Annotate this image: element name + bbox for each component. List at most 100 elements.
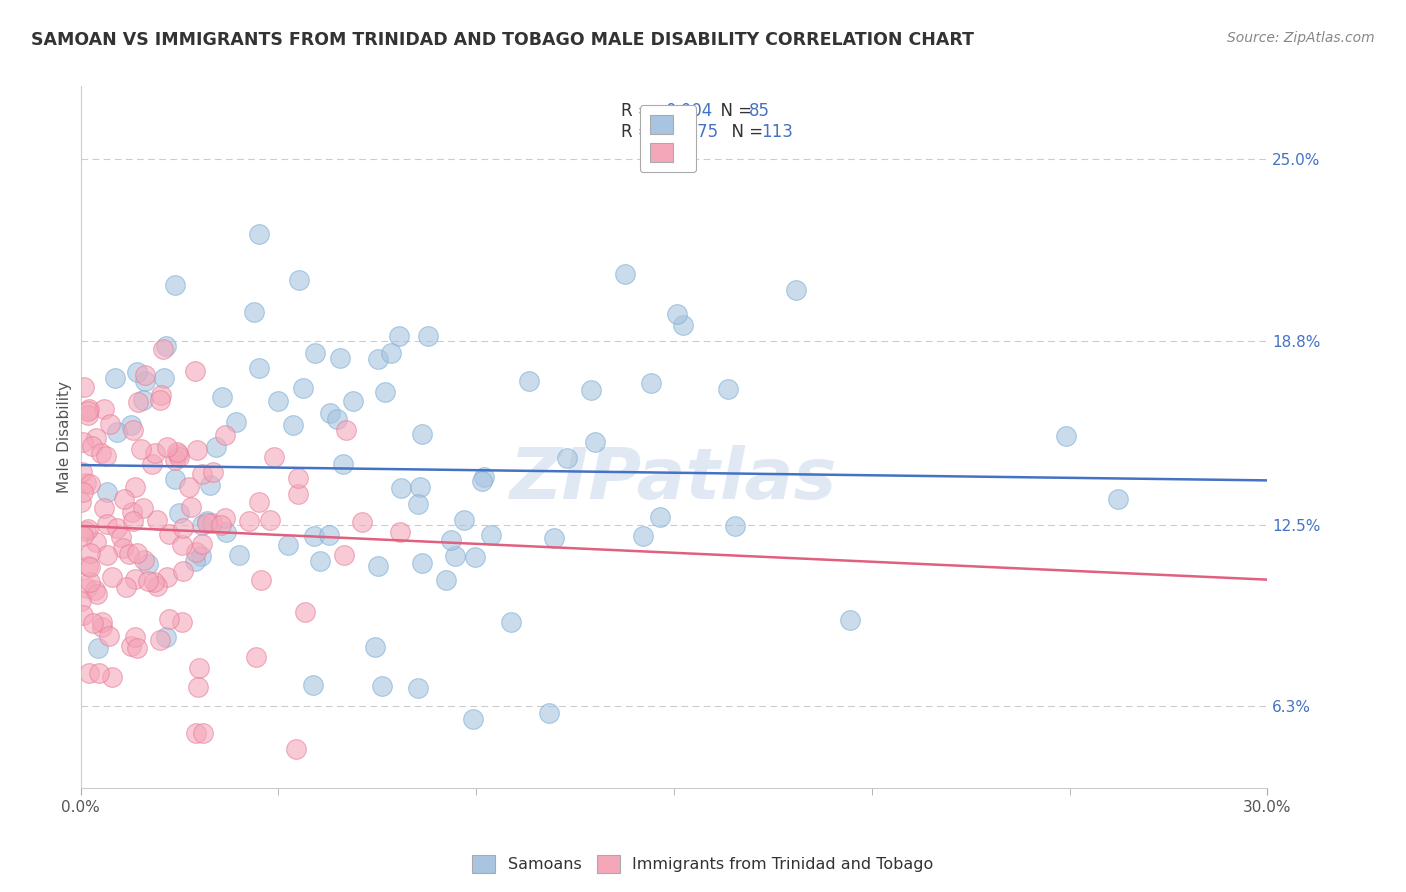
Point [389,481,412,495]
Point [146,579,169,593]
Point [186,443,208,458]
Point [155,338,177,352]
Point [335,423,357,437]
Text: R =: R = [620,102,657,120]
Point [785,283,807,297]
Point [583,434,606,449]
Point [294,605,316,619]
Point [125,545,148,559]
Point [100,670,122,684]
Point [170,615,193,630]
Point [124,572,146,586]
Point [342,394,364,409]
Point [166,445,188,459]
Point [672,318,695,333]
Point [124,630,146,644]
Point [94,449,117,463]
Point [163,452,186,467]
Point [631,529,654,543]
Point [77,402,100,417]
Point [91,620,114,634]
Point [247,495,270,509]
Point [411,427,433,442]
Point [121,514,143,528]
Point [115,581,138,595]
Point [98,629,121,643]
Point [79,546,101,560]
Point [167,506,190,520]
Point [77,666,100,681]
Point [434,574,457,588]
Point [537,706,560,720]
Point [228,548,250,562]
Point [146,513,169,527]
Point [211,391,233,405]
Point [225,415,247,429]
Point [374,384,396,399]
Point [152,343,174,357]
Point [205,440,228,454]
Point [118,547,141,561]
Point [201,516,224,531]
Point [215,524,238,539]
Point [380,346,402,360]
Point [214,511,236,525]
Point [73,380,96,394]
Point [443,549,465,563]
Point [277,538,299,552]
Point [134,553,156,567]
Point [184,364,207,378]
Point [79,559,101,574]
Point [153,370,176,384]
Point [186,545,208,559]
Point [190,549,212,563]
Point [184,553,207,567]
Point [579,383,602,397]
Point [238,514,260,528]
Text: 0.004: 0.004 [665,102,713,120]
Point [461,712,484,726]
Point [1107,491,1129,506]
Point [96,548,118,562]
Point [77,404,100,418]
Point [250,573,273,587]
Point [134,374,156,388]
Point [111,541,134,555]
Point [72,529,94,543]
Text: N =: N = [721,123,769,141]
Point [332,457,354,471]
Point [76,559,98,574]
Point [96,485,118,500]
Point [839,613,862,627]
Point [352,515,374,529]
Point [70,495,93,509]
Point [110,530,132,544]
Point [304,346,326,360]
Point [112,492,135,507]
Point [120,640,142,654]
Point [263,450,285,465]
Point [247,227,270,241]
Point [243,305,266,319]
Point [125,365,148,379]
Point [142,575,165,590]
Point [195,516,218,530]
Point [105,521,128,535]
Point [84,534,107,549]
Point [640,376,662,391]
Point [120,417,142,432]
Point [191,537,214,551]
Point [287,487,309,501]
Point [367,558,389,573]
Point [195,514,218,528]
Text: 113: 113 [761,123,793,141]
Point [93,402,115,417]
Point [157,527,180,541]
Point [717,383,740,397]
Point [245,649,267,664]
Point [388,328,411,343]
Point [167,446,190,460]
Point [214,428,236,442]
Point [143,446,166,460]
Point [98,417,121,431]
